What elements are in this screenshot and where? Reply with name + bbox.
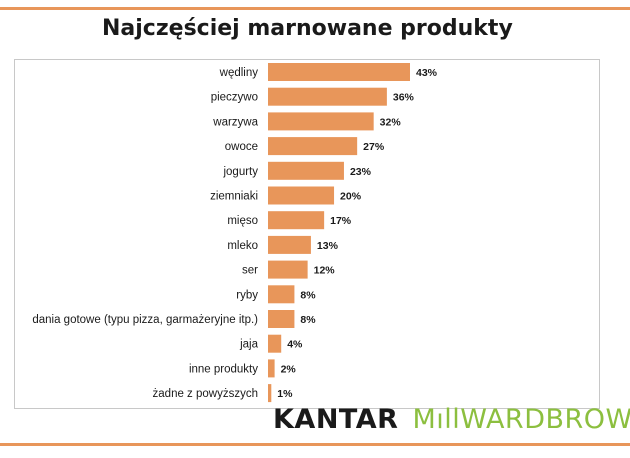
value-label: 12% [314,265,336,277]
category-label: wędliny [219,67,259,79]
category-label: ryby [236,289,258,301]
bar [268,310,295,328]
chart-frame [14,59,600,409]
bar [268,285,295,304]
category-label: mleko [227,240,258,252]
category-label: ziemniaki [210,191,258,203]
value-label: 17% [330,215,352,227]
bar [268,384,272,403]
bottom-accent-rule [0,443,630,446]
value-label: 2% [281,363,297,375]
bar [268,211,325,230]
category-label: mięso [227,215,258,227]
category-label: pieczywo [211,92,258,104]
category-label: żadne z powyższych [153,388,258,400]
category-label: jaja [239,339,259,351]
top-accent-rule [0,7,630,10]
bar [268,63,410,81]
category-label: jogurty [222,166,258,178]
bar [268,186,335,205]
value-label: 13% [317,240,339,252]
kantar-millwardbrown-logo: KANTAR MıllWARDBROWN [273,404,630,435]
category-label: ser [242,265,258,277]
bar [268,161,344,180]
value-label: 36% [393,92,415,104]
bar [268,137,358,156]
value-label: 43% [416,67,438,79]
logo-millwardbrown-text: MıllWARDBROWN [412,404,630,435]
bar-chart: wędliny 43% pieczywo 36% warzywa 32% owoce 27% j… [32,63,438,403]
value-label: 1% [277,388,293,400]
value-label: 8% [300,314,316,326]
category-label: owoce [225,141,258,153]
category-label: warzywa [212,116,258,128]
bar [268,334,282,353]
bar [268,359,275,378]
category-label: dania gotowe (typu pizza, garmażeryjne i… [32,314,258,326]
bar [268,235,311,254]
logo-kantar-text: KANTAR [273,404,399,435]
value-label: 8% [300,289,316,301]
category-label: inne produkty [189,363,258,375]
bar [268,87,387,106]
value-label: 32% [380,116,402,128]
value-label: 20% [340,191,362,203]
value-label: 4% [287,339,303,351]
value-label: 27% [363,141,385,153]
bar [268,112,374,131]
chart-title: Najczęściej marnowane produkty [102,16,513,41]
value-label: 23% [350,166,372,178]
bar [268,260,308,279]
